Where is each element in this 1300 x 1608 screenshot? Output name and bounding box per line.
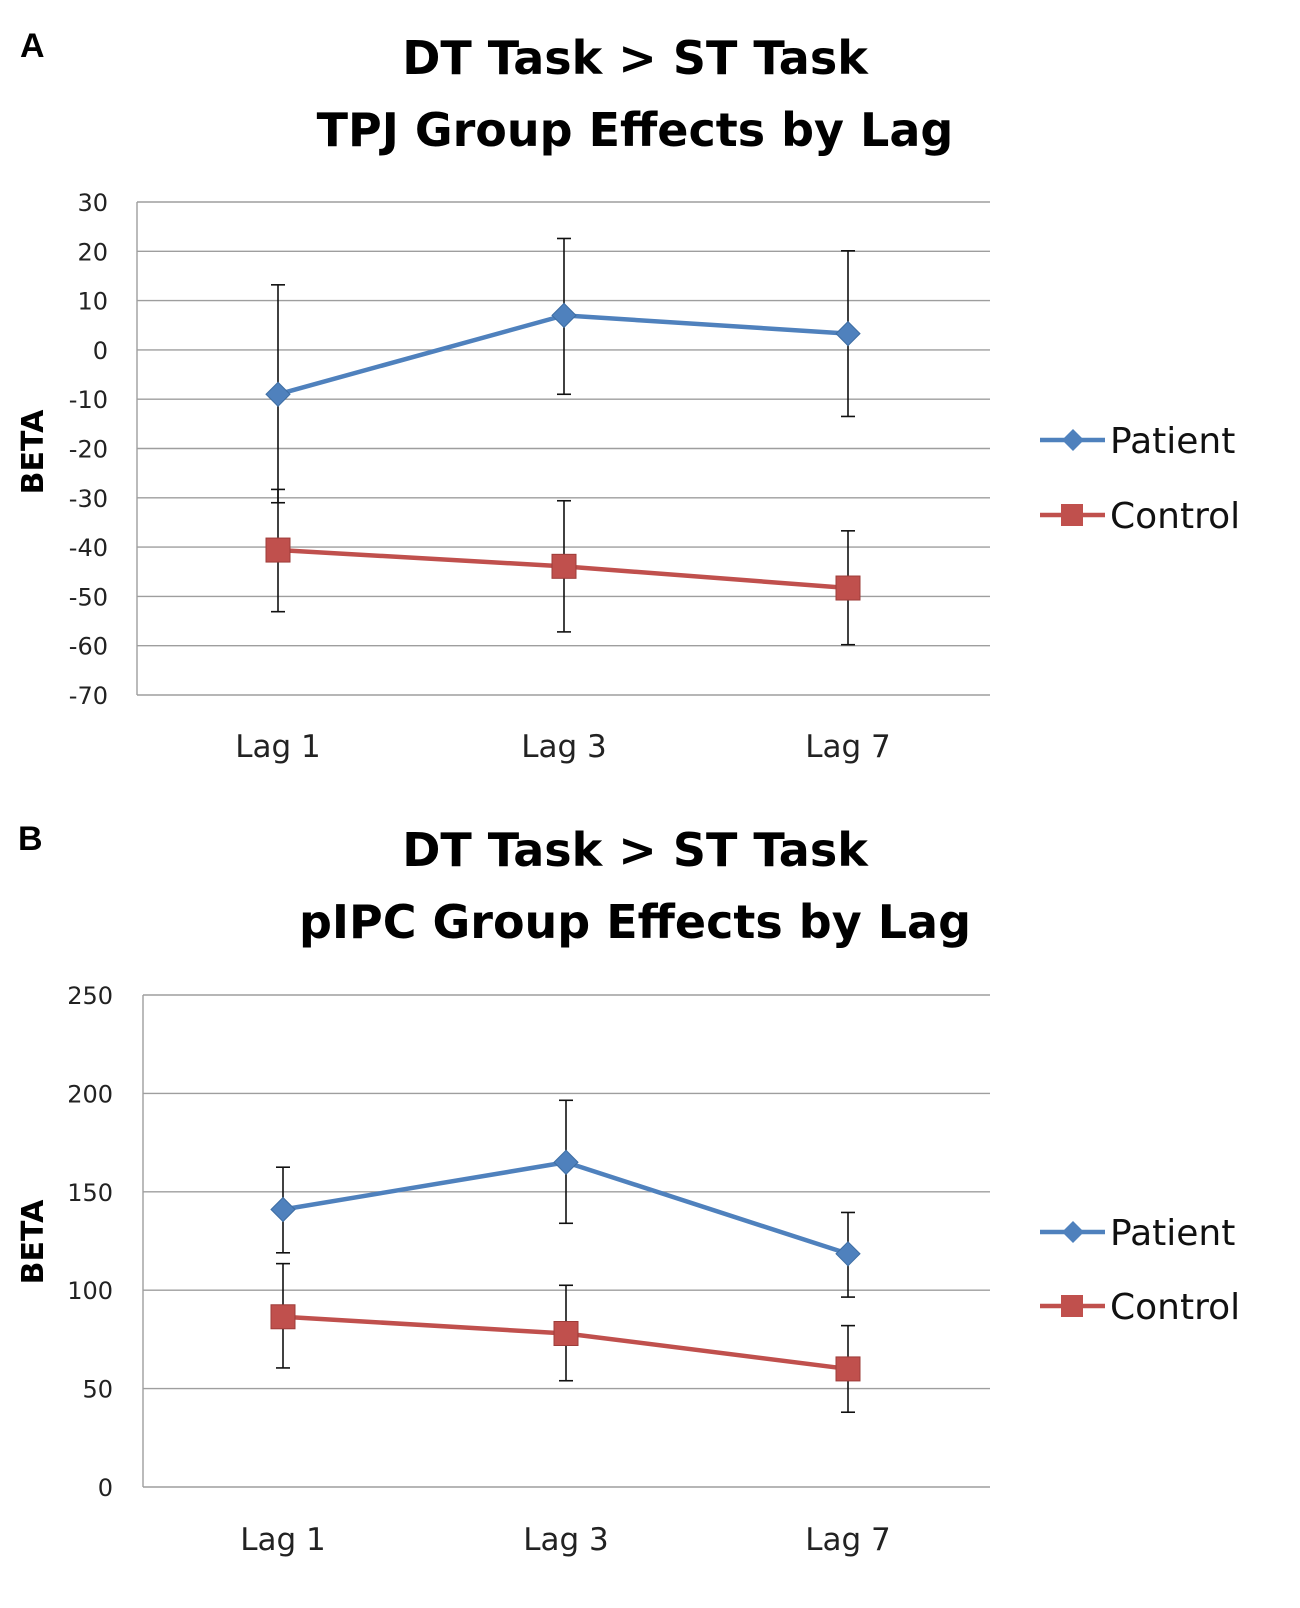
x-tick-label: Lag 3 [523, 1522, 609, 1558]
x-tick-label: Lag 3 [521, 729, 607, 765]
data-point [270, 1304, 296, 1330]
y-axis-label-b: BETA [16, 1199, 51, 1284]
y-tick-label: -50 [69, 583, 108, 611]
chart-title-line2-b: pIPC Group Effects by Lag [299, 895, 971, 949]
legend-item-patient: Patient [1040, 421, 1235, 462]
legend-label: Control [1110, 1287, 1240, 1328]
y-tick-label: -30 [69, 485, 108, 513]
data-point [265, 381, 291, 407]
y-tick-label: 250 [67, 982, 113, 1010]
y-tick-label: 0 [93, 337, 108, 365]
y-tick-label: 100 [67, 1277, 113, 1305]
y-ticks-a: 30 20 10 0 -10 -20 -30 -40 -50 -60 -70 [69, 189, 108, 710]
panel-a: A DT Task > ST Task TPJ Group Effects by… [16, 27, 1240, 765]
y-tick-label: 20 [77, 238, 108, 266]
x-tick-label: Lag 1 [235, 729, 321, 765]
y-tick-label: 0 [98, 1474, 113, 1502]
legend-item-control: Control [1040, 496, 1240, 537]
data-point [553, 1149, 579, 1175]
legend-marker [1062, 429, 1084, 451]
x-tick-label: Lag 7 [805, 729, 891, 765]
legend-b: Patient Control [1040, 1213, 1240, 1328]
data-point [551, 553, 577, 579]
legend-marker [1061, 1295, 1083, 1317]
legend-item-control: Control [1040, 1287, 1240, 1328]
y-tick-label: 30 [77, 189, 108, 217]
y-axis-label-a: BETA [16, 409, 51, 494]
x-ticks-a: Lag 1 Lag 3 Lag 7 [235, 729, 891, 765]
series-patient [265, 237, 861, 504]
y-tick-label: -20 [69, 436, 108, 464]
y-tick-label: -60 [69, 633, 108, 661]
chart-title-line1-b: DT Task > ST Task [402, 823, 869, 877]
legend-marker [1061, 504, 1083, 526]
x-tick-label: Lag 1 [240, 1522, 326, 1558]
y-tick-label: -10 [69, 386, 108, 414]
legend-item-patient: Patient [1040, 1213, 1235, 1254]
series-b [270, 1099, 861, 1414]
y-tick-label: 200 [67, 1080, 113, 1108]
chart-title-line1-a: DT Task > ST Task [402, 31, 869, 85]
series-a [265, 237, 861, 646]
data-point [265, 537, 291, 563]
data-point [551, 302, 577, 329]
data-point [270, 1196, 296, 1223]
y-tick-label: 150 [67, 1179, 113, 1207]
legend-label: Patient [1110, 421, 1235, 462]
y-tick-label: 10 [77, 288, 108, 316]
y-tick-label: -40 [69, 534, 108, 562]
y-tick-label: 50 [82, 1376, 113, 1404]
legend-marker [1062, 1221, 1084, 1243]
y-ticks-b: 250 200 150 100 50 0 [67, 982, 113, 1502]
legend-label: Patient [1110, 1213, 1235, 1254]
grid-b [142, 994, 990, 1488]
x-tick-label: Lag 7 [805, 1522, 891, 1558]
x-ticks-b: Lag 1 Lag 3 Lag 7 [240, 1522, 891, 1558]
panel-b: B DT Task > ST Task pIPC Group Effects b… [16, 820, 1240, 1558]
chart-title-line2-a: TPJ Group Effects by Lag [317, 103, 954, 157]
panel-label-b: B [18, 820, 43, 858]
data-point [835, 1241, 861, 1267]
series-control [270, 1262, 861, 1414]
data-point [835, 575, 861, 601]
series-patient [270, 1099, 861, 1298]
series-control [265, 488, 861, 646]
data-point [835, 320, 861, 347]
panel-label-a: A [20, 27, 45, 65]
data-point [553, 1320, 579, 1346]
data-point [835, 1356, 861, 1382]
legend-a: Patient Control [1040, 421, 1240, 537]
y-tick-label: -70 [69, 682, 108, 710]
series-line [277, 313, 849, 397]
legend-label: Control [1110, 496, 1240, 537]
